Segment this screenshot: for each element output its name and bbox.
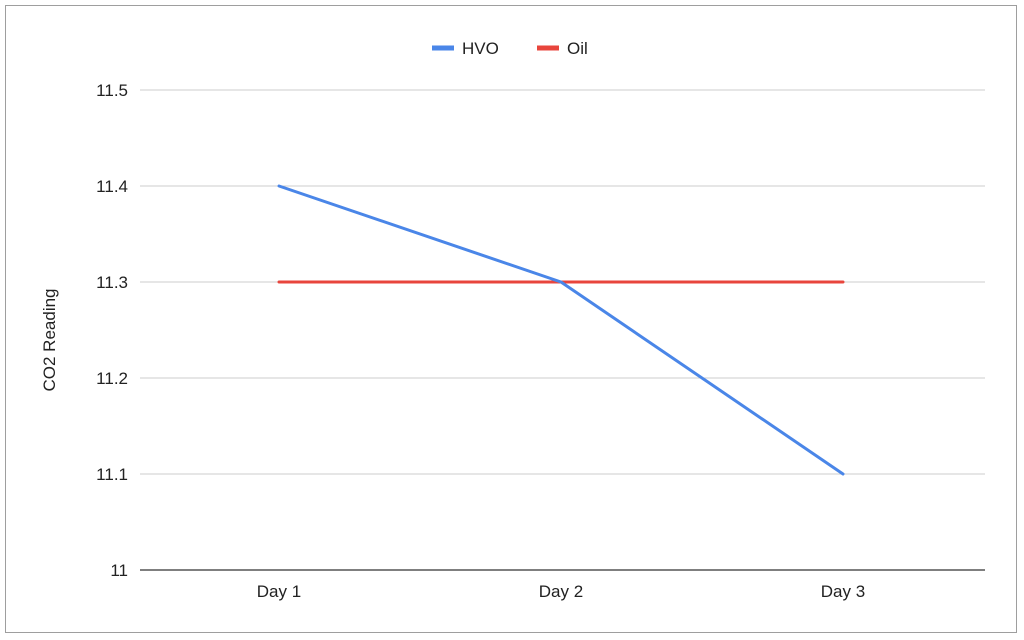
x-tick-label: Day 1 bbox=[257, 582, 301, 601]
series-line-hvo bbox=[277, 184, 845, 476]
y-tick-label: 11.5 bbox=[96, 81, 128, 100]
legend: HVO Oil bbox=[432, 39, 588, 58]
gridlines bbox=[140, 89, 985, 571]
chart-frame bbox=[5, 5, 1017, 633]
y-tick-label: 11.4 bbox=[96, 177, 128, 196]
y-tick-labels: 11 11.1 11.2 11.3 11.4 11.5 bbox=[96, 81, 128, 580]
x-tick-label: Day 2 bbox=[539, 582, 583, 601]
x-tick-labels: Day 1 Day 2 Day 3 bbox=[257, 582, 865, 601]
legend-label-hvo: HVO bbox=[462, 39, 499, 58]
y-tick-label: 11.2 bbox=[96, 369, 128, 388]
x-tick-label: Day 3 bbox=[821, 582, 865, 601]
series-lines bbox=[277, 184, 845, 476]
y-axis-title: CO2 Reading bbox=[40, 288, 59, 391]
y-tick-label: 11 bbox=[110, 561, 128, 580]
y-tick-label: 11.3 bbox=[96, 273, 128, 292]
legend-label-oil: Oil bbox=[567, 39, 588, 58]
y-tick-label: 11.1 bbox=[96, 465, 128, 484]
